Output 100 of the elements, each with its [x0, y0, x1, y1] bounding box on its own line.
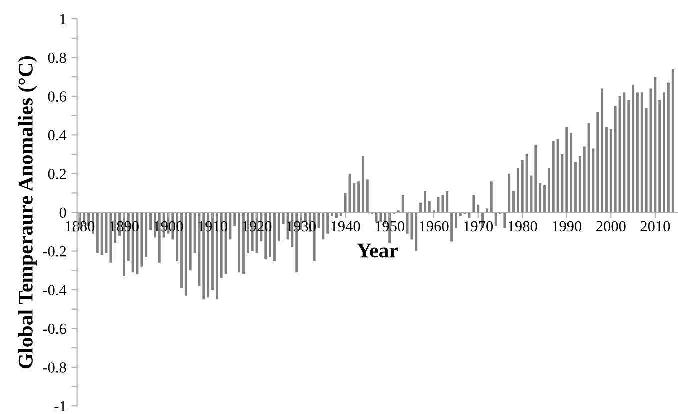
bar — [490, 182, 493, 213]
bar — [640, 92, 644, 213]
bar — [645, 108, 648, 213]
bar — [592, 148, 595, 213]
bar — [229, 212, 232, 240]
y-tick-label: -0.8 — [43, 362, 66, 373]
bar — [667, 82, 670, 213]
bar — [636, 92, 639, 213]
x-tick-label: 1950 — [376, 221, 405, 232]
bar — [486, 208, 488, 213]
bar — [654, 77, 657, 213]
y-tick-label: 0.2 — [48, 169, 66, 180]
y-tick-label: 0.6 — [48, 92, 66, 102]
bar — [326, 212, 330, 234]
x-tick-label: 1960 — [420, 221, 449, 232]
x-tick-label: 2010 — [640, 221, 670, 232]
bar — [623, 92, 626, 213]
bar — [140, 212, 144, 267]
bar — [410, 212, 414, 240]
bar — [521, 160, 524, 213]
bar — [358, 182, 360, 213]
bar — [583, 146, 586, 213]
x-tick-label: 1990 — [552, 221, 582, 232]
y-axis-title: Global Temperaure Anomalies (°C) — [18, 56, 38, 369]
x-tick-label: 1880 — [66, 221, 95, 232]
bar — [578, 156, 582, 213]
bar — [424, 191, 426, 213]
bar — [606, 127, 608, 213]
bar — [516, 168, 520, 213]
bar — [353, 184, 356, 213]
y-tick-label: -0.2 — [43, 246, 66, 257]
y-tick-label: -0.4 — [43, 285, 67, 296]
bar — [450, 212, 454, 242]
y-tick-label: 0.4 — [48, 130, 67, 141]
bar — [100, 212, 104, 256]
bar — [366, 180, 369, 213]
bar — [504, 212, 506, 228]
bar — [672, 69, 674, 213]
bar — [150, 212, 152, 230]
bar — [534, 144, 538, 213]
bar — [402, 195, 404, 213]
bar — [570, 133, 573, 213]
x-tick-label: 2000 — [596, 221, 626, 232]
bar — [340, 212, 342, 216]
x-tick-label: 1940 — [332, 221, 360, 232]
y-tick-label: 0 — [60, 208, 66, 218]
y-tick-label: 0.8 — [48, 52, 66, 64]
bar — [539, 184, 542, 213]
bar — [189, 212, 192, 271]
bar — [145, 212, 148, 258]
bar — [574, 162, 577, 213]
bar — [601, 88, 604, 213]
bar — [184, 212, 188, 296]
bar — [331, 212, 334, 216]
bar — [446, 191, 449, 213]
bar — [154, 212, 156, 238]
bar — [472, 195, 476, 213]
bar — [548, 168, 550, 213]
bar — [335, 212, 338, 218]
bar — [544, 185, 546, 213]
bar — [663, 92, 666, 213]
x-tick-label: 1930 — [287, 221, 316, 232]
bar — [274, 212, 276, 261]
x-tick-label: 1980 — [508, 221, 538, 232]
bar — [194, 212, 196, 254]
bar — [477, 204, 480, 213]
y-tick-label: -1 — [54, 401, 66, 412]
x-axis-title: Year — [357, 244, 398, 258]
bar — [455, 212, 458, 228]
bar — [304, 212, 307, 222]
bar — [282, 212, 285, 224]
bar — [442, 195, 444, 213]
bar — [362, 156, 364, 213]
bar — [552, 140, 555, 213]
bar — [566, 127, 568, 213]
bar — [234, 212, 236, 226]
bar — [242, 212, 245, 275]
y-tick-label: -0.6 — [43, 324, 66, 334]
bar — [415, 212, 418, 252]
bar — [238, 212, 241, 273]
x-tick-label: 1970 — [464, 221, 494, 232]
bar — [428, 200, 431, 213]
bar — [459, 212, 462, 216]
bar — [512, 191, 515, 213]
bar — [380, 212, 382, 222]
bar — [628, 100, 630, 213]
y-tick-label: 1 — [60, 14, 66, 24]
bar — [526, 154, 528, 213]
bar — [556, 139, 560, 213]
bar — [614, 106, 617, 213]
bar — [322, 212, 325, 240]
bar — [278, 212, 280, 242]
bar — [420, 202, 422, 213]
bar — [596, 112, 600, 213]
bar — [610, 129, 612, 213]
bar — [344, 193, 347, 213]
bar — [375, 212, 378, 222]
bar — [508, 174, 511, 213]
bar — [494, 212, 498, 226]
bar — [96, 212, 99, 254]
